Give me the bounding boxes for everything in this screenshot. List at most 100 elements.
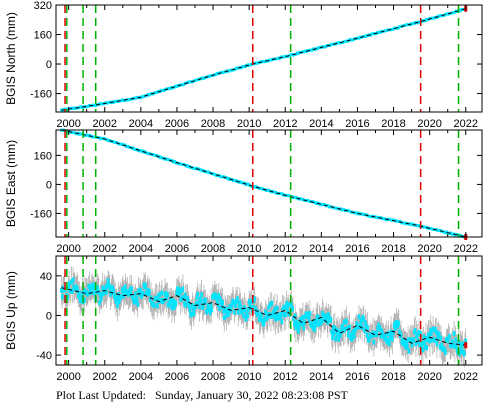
data-point [104,284,108,290]
y-tick-label: 160 [34,30,52,42]
data-point [275,311,278,317]
y-tick-label: 40 [40,271,52,283]
data-point [123,289,126,295]
data-point [357,314,361,320]
data-point [249,304,253,310]
data-point [176,286,179,292]
x-tick-label: 2014 [309,243,333,255]
x-tick-label: 2012 [273,371,297,383]
data-point [343,326,347,332]
data-point [77,293,80,299]
data-point [410,342,414,348]
data-point [458,351,461,357]
x-tick-label: 2022 [454,371,478,383]
data-point [237,303,241,309]
data-point [175,290,179,296]
data-point [229,305,233,311]
data-point [440,342,443,348]
data-point [117,299,121,305]
data-point [146,288,150,294]
data-point [128,287,132,293]
data-point [325,313,328,319]
data-point [206,303,210,309]
data-point [75,285,79,291]
data-point [222,308,225,314]
data-point [165,295,168,301]
data-point [60,288,63,294]
data-point [391,336,394,342]
data-point [303,320,306,326]
x-tick-label: 2008 [201,243,225,255]
data-point [335,331,339,337]
x-tick-label: 2000 [56,243,80,255]
data-point [190,312,193,318]
data-point [120,294,123,300]
data-point [205,308,209,314]
x-tick-label: 2014 [309,118,333,130]
x-tick-label: 2016 [345,371,369,383]
data-point [414,341,418,347]
data-point [293,321,296,327]
data-point [246,312,249,318]
data-point [381,330,384,336]
data-point [331,334,334,340]
data-point [274,316,277,322]
data-point [135,296,139,302]
data-point [457,339,461,345]
data-point [192,311,196,317]
data-point [159,298,163,304]
data-point [82,288,86,294]
y-axis-label: BGIS North (mm) [4,12,18,105]
x-tick-label: 2000 [56,118,80,130]
y-tick-label: 0 [46,310,52,322]
data-point [269,313,273,319]
data-point [225,313,228,319]
data-point [412,337,415,343]
data-point [417,329,421,335]
data-point [434,329,438,335]
data-point [179,296,182,302]
data-point [96,286,100,292]
data-point [270,300,274,306]
data-point [365,332,369,338]
data-point [451,343,455,349]
data-point [397,26,400,30]
data-point [422,334,425,340]
data-point [360,318,363,324]
x-tick-label: 2002 [92,243,116,255]
data-point [281,308,284,314]
data-point [397,320,401,326]
x-tick-label: 2014 [309,371,333,383]
x-tick-label: 2006 [165,243,189,255]
data-point [392,330,395,336]
data-point [330,329,334,335]
data-point [423,344,427,350]
y-tick-label: 320 [34,0,52,12]
data-point [139,288,143,294]
y-tick-label: 160 [34,150,52,162]
data-point [461,341,464,347]
data-point [337,336,341,342]
x-tick-label: 2008 [201,118,225,130]
trend-line [61,129,466,238]
data-point [115,296,119,302]
data-point [173,304,176,310]
data-point [221,299,224,305]
x-tick-label: 2016 [345,118,369,130]
data-point [418,342,422,348]
x-tick-label: 2008 [201,371,225,383]
data-point [398,329,401,335]
data-point [88,284,91,290]
data-point [182,294,186,300]
data-point [71,277,75,283]
data-point [141,291,145,297]
data-point [123,284,127,290]
x-tick-label: 2020 [417,118,441,130]
data-point [405,339,408,345]
data-point [129,291,133,297]
data-point [166,291,169,297]
data-point [124,143,127,147]
data-point [210,307,214,313]
data-point [300,321,304,327]
